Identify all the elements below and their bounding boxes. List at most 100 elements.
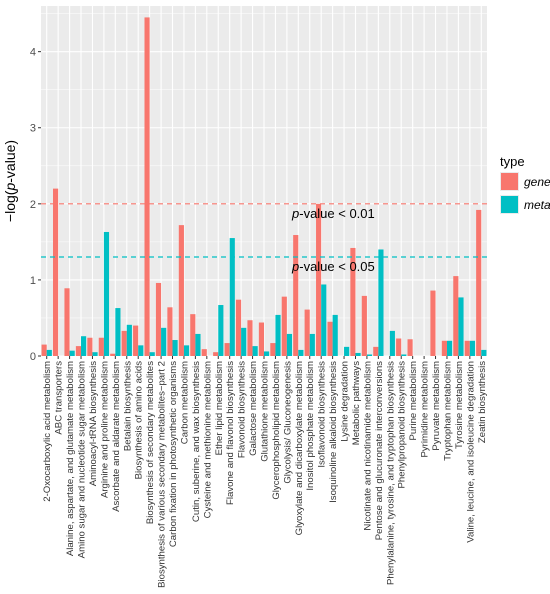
x-tick-label: Betalain biosynthesis <box>122 361 133 451</box>
bar-meta <box>332 314 338 356</box>
x-tick-label: Biosynthesis of various secondary metabo… <box>157 361 168 588</box>
x-tick-label: Biosynthesis of amino acids <box>134 361 145 480</box>
x-tick-label: Tyrosine metabolism <box>454 361 465 449</box>
bar-gene <box>155 282 162 356</box>
x-tick-label: Phenylpropanoid biosynthesis <box>397 361 408 489</box>
legend-title: type <box>500 154 525 169</box>
x-tick-label: Purine metabolism <box>408 361 419 440</box>
bar-meta <box>252 346 258 356</box>
bar-gene <box>247 320 253 356</box>
threshold-label: p-value < 0.05 <box>291 259 375 274</box>
bar-gene <box>41 344 47 356</box>
x-tick-label: Ether lipid metabolism <box>214 361 225 455</box>
x-tick-label: Glyoxylate and dicarboxylate metabolism <box>294 361 305 535</box>
bar-gene <box>304 309 310 356</box>
y-axis-label: −log(p-value) <box>2 140 18 222</box>
bar-meta <box>92 352 98 356</box>
x-tick-label: Flavone and flavonol biosynthesis <box>225 361 236 505</box>
bar-meta <box>69 350 75 356</box>
bar-gene <box>293 235 299 356</box>
bar-meta <box>172 340 178 356</box>
x-tick-label: Valine, leucine, and isoleucine degradat… <box>465 361 476 543</box>
x-tick-label: Galactose metabolism <box>248 361 259 456</box>
bar-gene <box>373 346 379 356</box>
y-tick-label: 1 <box>30 275 36 287</box>
x-tick-label: Alanine, aspartate, and glutamate metabo… <box>65 361 76 556</box>
x-tick-label: Aminoacyl-tRNA biosynthesis <box>88 361 99 487</box>
bar-meta <box>229 238 235 356</box>
x-tick-label: 2-Oxocarboxylic acid metabolism <box>42 361 53 502</box>
x-tick-label: Isoquinoline alkaloid biosynthesis <box>328 361 339 503</box>
x-tick-label: Biosynthesis of secondary metabolites <box>145 361 156 524</box>
bar-gene <box>270 343 276 356</box>
bar-gene <box>190 314 196 356</box>
y-tick-label: 3 <box>30 123 36 135</box>
bar-gene <box>167 307 173 356</box>
bar-gene <box>316 203 322 356</box>
bar-gene <box>224 343 230 356</box>
x-tick-label: Glutathione metabolism <box>260 361 271 462</box>
x-tick-label: Lysine degradation <box>340 361 351 442</box>
bar-gene <box>121 330 127 356</box>
bar-gene <box>350 247 356 356</box>
x-tick-label: Metabolic pathways <box>351 361 362 445</box>
bar-meta <box>138 345 144 356</box>
bar-gene <box>87 337 93 356</box>
bar-meta <box>264 351 270 356</box>
x-tick-label: Arginine and proline metabolism <box>99 361 110 498</box>
threshold-lines: p-value < 0.01 p-value < 0.05 <box>41 203 487 274</box>
bar-meta <box>126 324 132 356</box>
bar-gene <box>178 225 184 356</box>
bar-gene <box>64 288 70 356</box>
bar-meta <box>195 333 201 356</box>
bar-gene <box>327 321 333 356</box>
bar-meta <box>286 333 293 356</box>
legend: type gene meta <box>500 154 550 214</box>
y-tick-label: 0 <box>30 351 36 363</box>
bar-meta <box>103 231 110 356</box>
bar-gene <box>98 337 104 356</box>
y-axis: 0 1 2 3 4 <box>30 47 41 363</box>
bar-gene <box>361 295 367 356</box>
x-tick-label: Carbon metabolism <box>179 361 190 444</box>
x-tick-label: Cutin, suberine, and wax biosynthesis <box>191 361 202 522</box>
bar-meta <box>115 308 121 356</box>
bar-meta <box>321 284 327 356</box>
bar-meta <box>401 354 407 356</box>
bar-meta <box>344 346 350 356</box>
x-tick-label: Pyruvate metabolism <box>431 361 442 451</box>
x-tick-label: Glycerophospholipid metabolism <box>271 361 282 500</box>
x-tick-label: Pyrimidine metabolism <box>420 361 431 458</box>
x-tick-label: Flavonoid biosynthesis <box>237 361 248 458</box>
bar-meta <box>481 349 487 356</box>
bar-gene <box>430 290 436 356</box>
y-tick-label: 2 <box>30 199 36 211</box>
x-tick-label: Glycolysis/ Gluconeogenesis <box>282 361 293 484</box>
bars <box>41 17 487 356</box>
y-tick-label: 4 <box>30 47 36 59</box>
x-tick-label: Pentose and glucuronate interconversions <box>374 361 385 540</box>
legend-label-gene: gene <box>524 175 550 189</box>
legend-swatch-gene <box>501 173 518 190</box>
bar-meta <box>183 345 190 356</box>
bar-gene <box>144 17 150 356</box>
x-tick-label: Ascorbate and aldarate metabolism <box>111 361 122 512</box>
bar-gene <box>235 299 242 356</box>
bar-meta <box>389 330 395 356</box>
x-tick-label: Amino sugar and nucleotide sugar metabol… <box>77 361 88 558</box>
x-axis: 2-Oxocarboxylic acid metabolism ABC trans… <box>42 356 488 588</box>
bar-meta <box>218 305 224 356</box>
bar-meta <box>309 333 315 356</box>
bar-gene <box>258 322 264 356</box>
bar-gene <box>110 353 116 356</box>
x-tick-label: Zeatin biosynthesis <box>477 361 488 443</box>
bar-gene <box>396 338 402 356</box>
bar-gene <box>133 325 139 356</box>
bar-gene <box>201 349 207 356</box>
bar-gene <box>476 209 482 356</box>
bar-gene <box>53 188 59 356</box>
bar-meta <box>469 340 475 356</box>
x-tick-label: Isoflavonoid biosynthesis <box>317 361 328 468</box>
bar-gene <box>441 340 447 356</box>
